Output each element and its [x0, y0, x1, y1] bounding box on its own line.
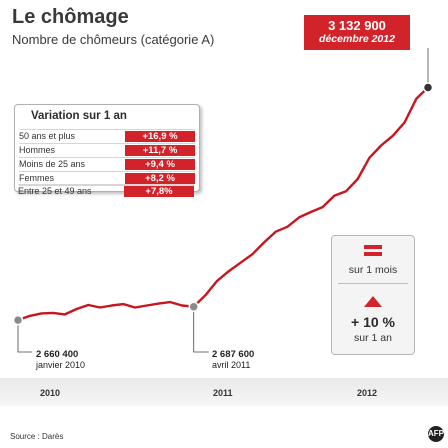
highlight-point-marker	[188, 301, 199, 312]
start-annotation: 2 660 400 janvier 2010	[36, 349, 85, 370]
latest-date: décembre 2012	[319, 33, 395, 45]
year-label: 2010	[40, 388, 61, 398]
afp-logo: AFP	[428, 426, 444, 442]
monthly-change-box: sur 1 mois + 10 % sur 1 an	[331, 235, 415, 355]
x-axis-band	[0, 378, 448, 406]
variation-title: Variation sur 1 an	[31, 110, 127, 122]
highlight-point-marker	[12, 314, 24, 326]
year-label: 2011	[213, 388, 233, 398]
start-leader-line	[17, 320, 32, 353]
monthly-divider	[338, 283, 408, 284]
start-value: 2 660 400	[36, 349, 79, 360]
variation-row	[19, 185, 195, 186]
series-line	[16, 86, 430, 322]
mid-annotation: 2 687 600 avril 2011	[212, 349, 254, 370]
variation-table: Variation sur 1 an 50 ans et plus +16,9 …	[14, 104, 200, 192]
yearly-label: sur 1 an	[354, 332, 392, 344]
latest-value-badge: 3 132 900 décembre 2012	[304, 15, 410, 50]
monthly-label: sur 1 mois	[348, 264, 398, 276]
variation-row-label: Femmes	[19, 173, 55, 183]
yearly-value: + 10 %	[351, 314, 395, 330]
page-title: Le chômage	[12, 6, 129, 28]
start-date: janvier 2010	[36, 360, 86, 370]
variation-row-value: +7,8%	[124, 186, 194, 197]
variation-row-value: +8,2 %	[125, 173, 195, 184]
variation-row-label: 50 ans et plus	[19, 131, 76, 141]
variation-row-label: Entre 25 et 49 ans	[18, 186, 92, 196]
page-subtitle: Nombre de chômeurs (catégorie A)	[12, 32, 215, 47]
up-arrow-icon	[364, 296, 382, 307]
equal-icon	[364, 245, 382, 257]
variation-row: Entre 25 et 49 ans +7,8%	[18, 184, 194, 199]
highlight-point-marker	[422, 82, 434, 93]
variation-row-label: Hommes	[19, 145, 56, 155]
variation-row-value: +16,9 %	[125, 131, 195, 142]
variation-row-label: Moins de 25 ans	[19, 159, 86, 169]
variation-row: Moins de 25 ans +9,4 %	[19, 157, 195, 172]
variation-row-value: +11,7 %	[125, 145, 195, 156]
year-label: 2012	[357, 388, 378, 398]
source-note: Source : Darès	[10, 432, 64, 441]
mid-leader-line	[193, 306, 209, 353]
mid-date: avril 2011	[212, 360, 251, 370]
variation-row: Femmes +8,2 %	[19, 171, 195, 186]
variation-row: 50 ans et plus +16,9 %	[19, 129, 195, 144]
variation-row-value: +9,4 %	[125, 159, 195, 170]
latest-value: 3 132 900	[328, 18, 386, 33]
mid-value: 2 687 600	[212, 349, 255, 360]
variation-row: Hommes +11,7 %	[19, 143, 195, 158]
